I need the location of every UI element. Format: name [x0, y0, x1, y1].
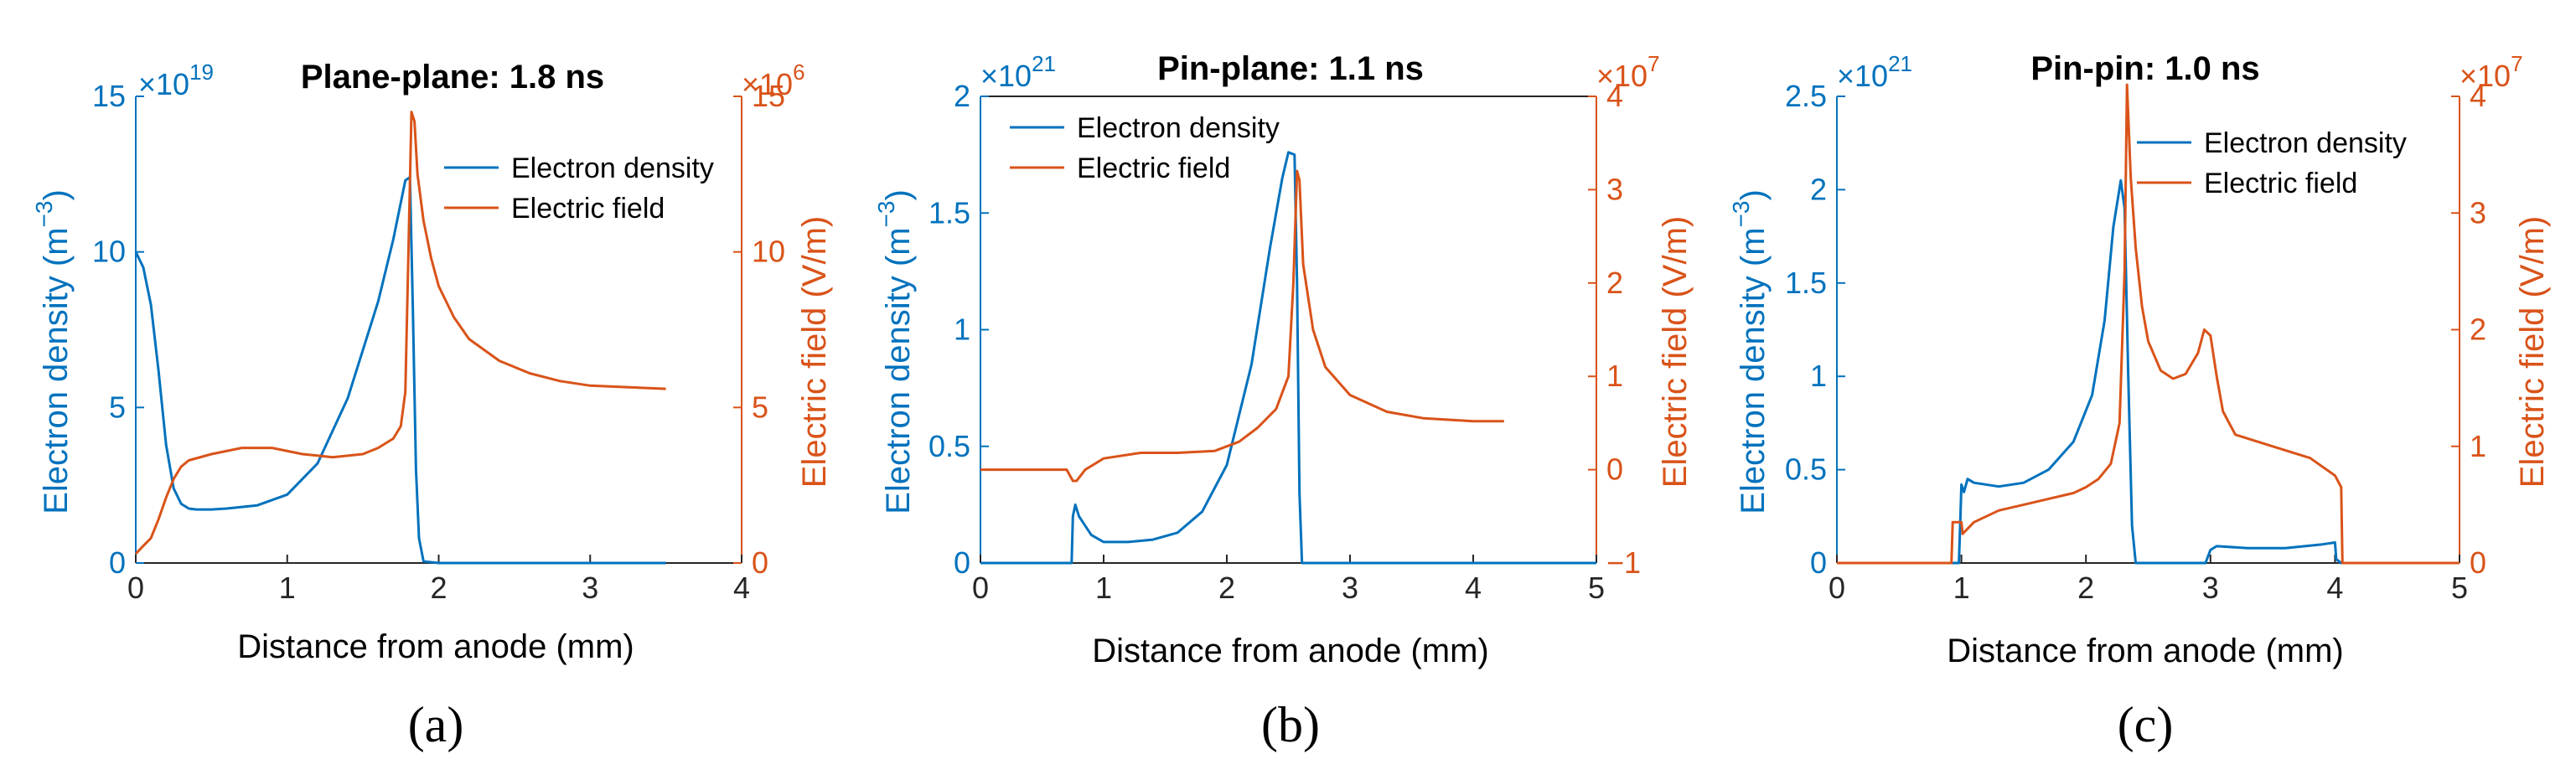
left-axis-multiplier: ×1021	[1837, 51, 1912, 93]
y-left-tick-label: 0.5	[928, 429, 970, 463]
y-right-tick-label: 0	[752, 545, 768, 580]
panel-plane-plane: Plane-plane: 1.8 ns ×1019 ×106 Electron …	[31, 59, 833, 752]
x-tick-label: 4	[733, 571, 750, 605]
y-axis-left-label: Electron density (m−3)	[873, 189, 917, 514]
y-right-tick-label: 15	[752, 79, 785, 113]
x-tick-label: 2	[430, 571, 447, 605]
x-tick-label: 2	[2077, 571, 2094, 605]
legend-label-density: Electron density	[2204, 127, 2407, 159]
y-right-tick-label: 2	[1606, 266, 1623, 300]
y-left-tick-label: 1	[954, 313, 970, 347]
x-tick-label: 1	[279, 571, 296, 605]
y-left-tick-label: 2	[1810, 172, 1827, 206]
y-right-tick-label: 2	[2470, 313, 2486, 347]
y-right-tick-label: −1	[1606, 545, 1641, 580]
x-tick-label: 3	[1342, 571, 1358, 605]
y-right-tick-label: 4	[1606, 79, 1623, 113]
y-left-tick-label: 2.5	[1785, 79, 1827, 113]
x-tick-label: 4	[1465, 571, 1482, 605]
y-right-tick-label: 0	[2470, 545, 2486, 580]
y-left-tick-label: 0	[109, 545, 126, 580]
chart-title: Pin-pin: 1.0 ns	[2030, 50, 2259, 87]
x-tick-label: 1	[1095, 571, 1112, 605]
y-left-tick-label: 0.5	[1785, 452, 1827, 487]
y-right-tick-label: 1	[1606, 359, 1623, 393]
y-left-tick-label: 5	[109, 390, 126, 424]
legend: Electron density Electric field	[1010, 112, 1280, 184]
y-right-tick-label: 10	[752, 235, 785, 269]
legend-label-field: Electric field	[2204, 168, 2357, 199]
y-right-tick-label: 1	[2470, 429, 2486, 463]
left-axis-multiplier: ×1019	[138, 59, 214, 101]
x-axis-label: Distance from anode (mm)	[1092, 633, 1488, 669]
series-line-electron-density	[134, 176, 666, 565]
y-right-tick-label: 4	[2470, 79, 2486, 113]
right-axis-multiplier: ×107	[2460, 51, 2523, 93]
y-axis-right-label: Electric field (V/m)	[1657, 216, 1694, 488]
y-left-tick-label: 10	[92, 235, 126, 269]
y-left-tick-label: 0	[1810, 545, 1827, 580]
legend-label-field: Electric field	[511, 193, 665, 225]
x-axis-label: Distance from anode (mm)	[237, 628, 634, 665]
y-left-tick-label: 0	[954, 545, 970, 580]
x-tick-label: 3	[2202, 571, 2219, 605]
panel-pin-pin: Pin-pin: 1.0 ns ×1021 ×107 Electron dens…	[1728, 50, 2551, 752]
x-axis-label: Distance from anode (mm)	[1947, 633, 2343, 669]
series-line-electric-field	[134, 111, 666, 555]
x-tick-label: 0	[972, 571, 989, 605]
y-right-tick-label: 3	[2470, 195, 2486, 230]
x-tick-label: 3	[582, 571, 598, 605]
legend-label-density: Electron density	[511, 152, 714, 184]
legend-label-field: Electric field	[1077, 152, 1230, 184]
series-line-electric-field	[980, 169, 1504, 483]
series-line-electron-density	[1837, 178, 2460, 565]
panel-label: (a)	[408, 697, 464, 752]
legend: Electron density Electric field	[444, 152, 714, 225]
x-tick-label: 0	[127, 571, 144, 605]
x-tick-label: 4	[2326, 571, 2343, 605]
y-axis-right-label: Electric field (V/m)	[796, 216, 833, 488]
series-line-electric-field	[1837, 83, 2460, 565]
x-tick-label: 5	[2451, 571, 2468, 605]
legend: Electron density Electric field	[2137, 127, 2407, 199]
y-right-tick-label: 3	[1606, 172, 1623, 206]
y-left-tick-label: 1	[1810, 359, 1827, 393]
x-tick-label: 1	[1953, 571, 1970, 605]
x-tick-label: 2	[1218, 571, 1235, 605]
y-left-tick-label: 1.5	[1785, 266, 1827, 300]
y-right-tick-label: 5	[752, 390, 768, 424]
panel-label: (c)	[2118, 697, 2174, 752]
x-tick-label: 0	[1829, 571, 1845, 605]
right-axis-multiplier: ×106	[742, 59, 805, 101]
y-axis-right-label: Electric field (V/m)	[2514, 216, 2551, 488]
legend-label-density: Electron density	[1077, 112, 1280, 144]
chart-title: Pin-plane: 1.1 ns	[1157, 50, 1424, 87]
panel-label: (b)	[1261, 697, 1320, 752]
left-axis-multiplier: ×1021	[980, 51, 1056, 93]
series-line-electron-density	[980, 151, 1596, 565]
right-axis-multiplier: ×107	[1596, 51, 1660, 93]
chart-title: Plane-plane: 1.8 ns	[301, 59, 604, 96]
y-left-tick-label: 15	[92, 79, 126, 113]
y-axis-left-label: Electron density (m−3)	[31, 189, 75, 514]
y-left-tick-label: 2	[954, 79, 970, 113]
y-left-tick-label: 1.5	[928, 195, 970, 230]
x-tick-label: 5	[1588, 571, 1605, 605]
panel-pin-plane: Pin-plane: 1.1 ns ×1021 ×107 Electron de…	[873, 50, 1694, 752]
y-axis-left-label: Electron density (m−3)	[1728, 189, 1772, 514]
y-right-tick-label: 0	[1606, 452, 1623, 487]
